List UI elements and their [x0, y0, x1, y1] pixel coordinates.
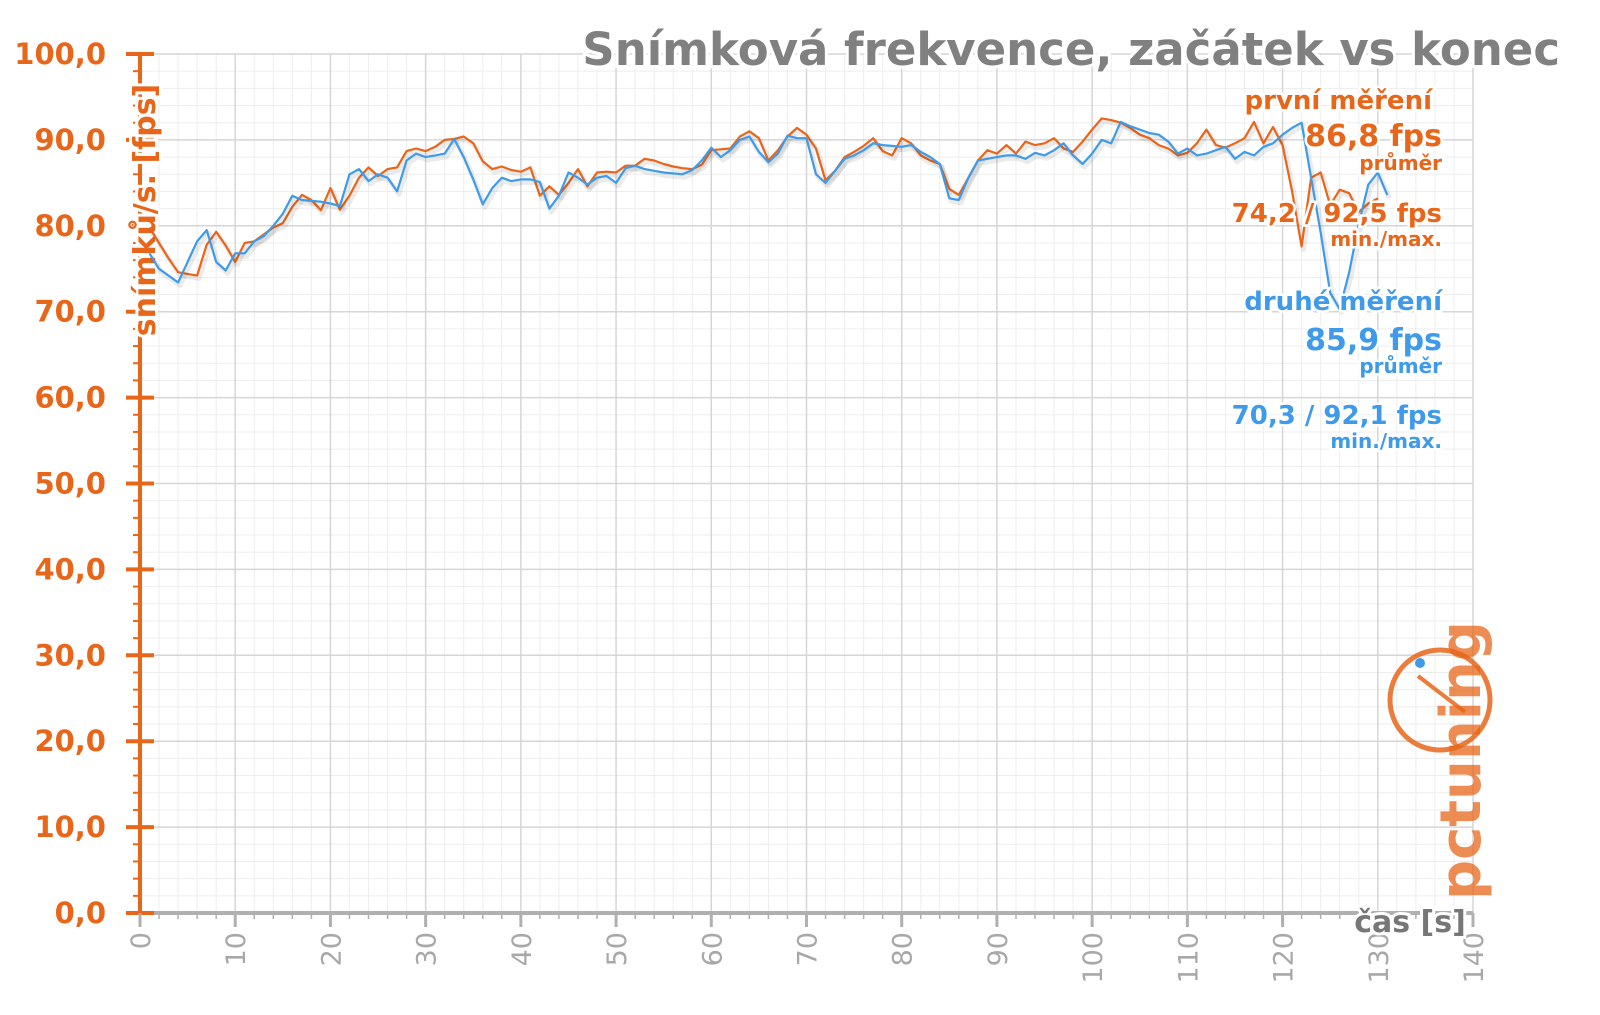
y-tick-labels: 0,0 10,0 20,0 30,0 40,0 50,0 60,0 70,0 80,0 90,0 1…: [14, 37, 106, 930]
x-tick-label: 20: [316, 932, 347, 966]
y-tick-label: 60,0: [34, 381, 106, 415]
x-tick-label: 40: [507, 932, 538, 966]
logo-gauge-dot: [1415, 658, 1425, 668]
logo-gauge-ring: [1387, 647, 1493, 753]
legend-series1-avg-label: průměr: [1359, 151, 1442, 175]
series-2-shadow: [149, 122, 1392, 315]
series-2-line: [148, 120, 1389, 311]
y-tick-label: 20,0: [34, 724, 106, 758]
major-gridlines: [139, 53, 1474, 914]
x-tick-label: 140: [1459, 932, 1490, 984]
y-tick-label: 100,0: [14, 37, 106, 71]
logo-wordmark: pctuning: [1429, 621, 1494, 900]
series-1-line: [148, 117, 1379, 277]
legend-series2-minmax: 70,3 / 92,1 fps: [1232, 401, 1442, 431]
legend-series1-name: první měření: [1245, 86, 1435, 116]
x-tick-label: 70: [793, 932, 824, 966]
y-tick-label: 40,0: [34, 552, 106, 586]
x-tick-label: 10: [221, 932, 252, 966]
x-tick-label: 120: [1269, 932, 1300, 984]
legend-series1-minmax: 74,2 / 92,5 fps: [1232, 199, 1442, 229]
y-tick-label: 50,0: [34, 467, 106, 501]
y-tick-label: 0,0: [55, 896, 106, 930]
legend-series1-avg: 86,8 fps: [1305, 119, 1442, 154]
x-tick-label: 30: [412, 932, 443, 966]
x-axis-label: čas [s]: [1354, 905, 1466, 940]
x-tick-label: 100: [1078, 932, 1109, 984]
legend-series2-name: druhé měření: [1244, 287, 1444, 317]
legend-series2-avg-label: průměr: [1359, 354, 1442, 378]
chart-title: Snímková frekvence, začátek vs konec: [582, 23, 1560, 76]
x-tick-label: 50: [602, 932, 633, 966]
y-tick-label: 10,0: [34, 810, 106, 844]
legend-series1-minmax-label: min./max.: [1330, 227, 1442, 251]
pctuning-logo: pctuning: [1387, 621, 1494, 900]
legend: první měření 86,8 fps průměr 74,2 / 92,5…: [1229, 84, 1446, 456]
y-tick-label: 90,0: [34, 123, 106, 157]
x-tick-labels: 0 10 20 30 40 50 60 70 80 90 100 110 120 130 140: [126, 932, 1490, 984]
x-tick-label: 80: [888, 932, 919, 966]
y-axis-label: snímků/s. [fps]: [127, 84, 163, 337]
series-lines: [148, 117, 1392, 315]
axes: [126, 52, 1475, 927]
y-tick-label: 80,0: [34, 209, 106, 243]
y-tick-label: 30,0: [34, 638, 106, 672]
logo-gauge-needle: [1416, 674, 1467, 714]
x-tick-label: 110: [1173, 932, 1204, 984]
x-tick-label: 60: [697, 932, 728, 966]
legend-series2-avg: 85,9 fps: [1305, 323, 1442, 358]
x-tick-label: 90: [983, 932, 1014, 966]
x-tick-label: 130: [1364, 932, 1395, 984]
x-tick-label: 0: [126, 932, 157, 949]
legend-series2-minmax-label: min./max.: [1330, 429, 1442, 453]
y-tick-label: 70,0: [34, 295, 106, 329]
